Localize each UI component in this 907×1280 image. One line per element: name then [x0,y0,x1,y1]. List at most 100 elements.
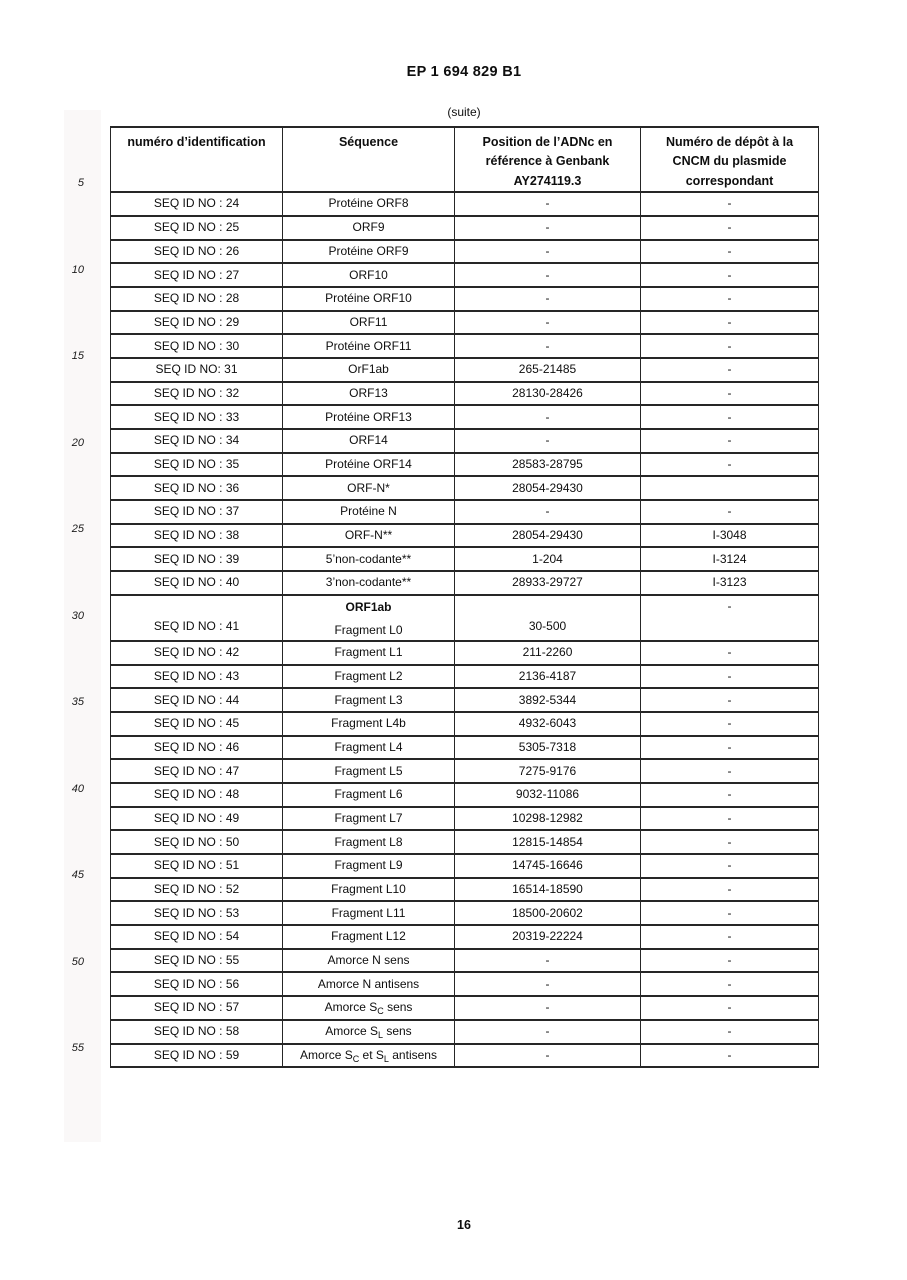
column-header-identification: numéro d’identification [110,125,283,194]
cell-sequence: Protéine N [282,499,455,525]
cell-sequence: Amorce SC sens [282,995,455,1021]
cell-seq-id: SEQ ID NO : 27 [110,262,283,288]
cell-deposit: - [640,238,819,265]
cell-deposit: - [640,663,819,690]
table-row: SEQ ID NO : 48 Fragment L6 9032-11086- [110,781,819,808]
cell-deposit: - [640,262,819,288]
cell-seq-id: SEQ ID NO : 51 [110,853,283,879]
line-number: 5 [77,177,84,189]
cell-seq-id: SEQ ID NO : 56 [110,971,283,998]
table-row: SEQ ID NO : 52 Fragment L10 16514-18590- [110,876,819,903]
table-row: SEQ ID NO : 38 ORF-N** 28054-29430 I-3048 [110,522,819,549]
cell-sequence: Amorce N antisens [282,971,455,998]
cell-position: 16514-18590 [454,876,641,903]
cell-seq-id: SEQ ID NO : 26 [110,238,283,265]
cell-deposit: - [640,451,819,478]
cell-seq-id: SEQ ID NO : 57 [110,995,283,1021]
cell-position: - [454,971,641,998]
cell-sequence: ORF9 [282,214,455,241]
cell-sequence: Fragment L12 [282,924,455,950]
line-number: 10 [71,263,84,276]
cell-position: - [454,1042,641,1069]
cell-position: - [454,499,641,525]
cell-position: - [454,262,641,288]
cell-position: 18500-20602 [454,900,641,927]
table-row: SEQ ID NO : 50 Fragment L8 12815-14854- [110,829,819,855]
cell-seq-id: SEQ ID NO : 54 [110,924,283,950]
cell-position: 5305-7318 [454,734,641,761]
table-row: SEQ ID NO : 40 3’non-codante** 28933-29727… [110,570,819,596]
table-row: SEQ ID NO : 56 Amorce N antisens - - [110,971,819,998]
cell-sequence: Protéine ORF13 [282,404,455,430]
table-header: numéro d’identification Séquence Positio… [110,125,819,194]
cell-seq-id: SEQ ID NO : 50 [110,829,283,855]
table-row: SEQ ID NO : 35 Protéine ORF14 28583-28795- [110,451,819,478]
continuation-label: (suite) [447,105,481,119]
cell-deposit: - [640,333,819,359]
column-header-sequence: Séquence [282,125,455,194]
cell-sequence: Fragment L4b [282,710,455,737]
cell-sequence: Fragment L7 [282,805,455,832]
cell-position: 4932-6043 [454,710,641,737]
cell-deposit: I-3048 [640,522,819,549]
cell-position: 30-500 [454,593,641,642]
cell-position: 7275-9176 [454,758,641,784]
cell-deposit: - [640,639,819,666]
cell-deposit: - [640,734,819,761]
cell-deposit: - [640,380,819,407]
cell-sequence: Amorce N sens [282,947,455,974]
cell-sequence: Fragment L4 [282,734,455,761]
cell-seq-id: SEQ ID NO : 47 [110,758,283,784]
cell-position: 20319-22224 [454,924,641,950]
cell-position: - [454,333,641,359]
cell-sequence: Fragment L9 [282,853,455,879]
cell-position: 265-21485 [454,356,641,383]
table-row: SEQ ID NO : 36 ORF-N* 28054-29430 [110,475,819,502]
cell-deposit: - [640,781,819,808]
cell-position: 10298-12982 [454,805,641,832]
sequence-table: numéro d’identification Séquence Positio… [110,125,819,1069]
cell-deposit: - [640,1018,819,1045]
table-row: SEQ ID NO : 47 Fragment L5 7275-9176- [110,758,819,784]
cell-sequence: Protéine ORF8 [282,191,455,217]
document-number: EP 1 694 829 B1 [406,64,522,80]
cell-position: 12815-14854 [454,829,641,855]
cell-position: 211-2260 [454,639,641,666]
table-row: SEQ ID NO : 41 ORF1ab Fragment L0 30-500- [110,593,819,642]
cell-seq-id: SEQ ID NO : 33 [110,404,283,430]
table-row: SEQ ID NO : 46 Fragment L4 5305-7318- [110,734,819,761]
cell-sequence: ORF-N** [282,522,455,549]
table-row: SEQ ID NO : 30 Protéine ORF11- - [110,333,819,359]
cell-seq-id: SEQ ID NO : 41 [110,593,283,642]
cell-seq-id: SEQ ID NO : 30 [110,333,283,359]
table-row: SEQ ID NO : 34 ORF14- - [110,428,819,454]
cell-seq-id: SEQ ID NO : 45 [110,710,283,737]
column-header-deposit: Numéro de dépôt à la CNCM du plasmide co… [640,125,819,194]
table-row: SEQ ID NO : 42 Fragment L1 211-2260- [110,639,819,666]
line-number: 20 [71,436,84,449]
cell-position: 28054-29430 [454,475,641,502]
cell-deposit: - [640,214,819,241]
cell-seq-id: SEQ ID NO: 31 [110,356,283,383]
cell-position: 14745-16646 [454,853,641,879]
table-row: SEQ ID NO : 37 Protéine N-- [110,499,819,525]
table-body: SEQ ID NO : 24 Protéine ORF8- - SEQ ID NO :… [110,191,819,1069]
line-number: 35 [71,696,84,708]
cell-seq-id: SEQ ID NO : 39 [110,546,283,573]
cell-seq-id: SEQ ID NO : 38 [110,522,283,549]
cell-seq-id: SEQ ID NO : 48 [110,781,283,808]
cell-deposit: - [640,687,819,713]
cell-position: - [454,285,641,312]
cell-seq-id: SEQ ID NO : 29 [110,309,283,336]
cell-sequence: ORF13 [282,380,455,407]
cell-position: 3892-5344 [454,687,641,713]
table-row: SEQ ID NO : 24 Protéine ORF8- - [110,191,819,217]
table-row: SEQ ID NO : 33 Protéine ORF13- - [110,404,819,430]
cell-sequence: Protéine ORF10 [282,285,455,312]
cell-seq-id: SEQ ID NO : 34 [110,428,283,454]
cell-sequence: Fragment L3 [282,687,455,713]
cell-deposit: - [640,428,819,454]
table-row: SEQ ID NO : 55 Amorce N sens - - [110,947,819,974]
cell-deposit: - [640,1042,819,1069]
table-row: SEQ ID NO : 49 Fragment L7 10298-12982- [110,805,819,832]
